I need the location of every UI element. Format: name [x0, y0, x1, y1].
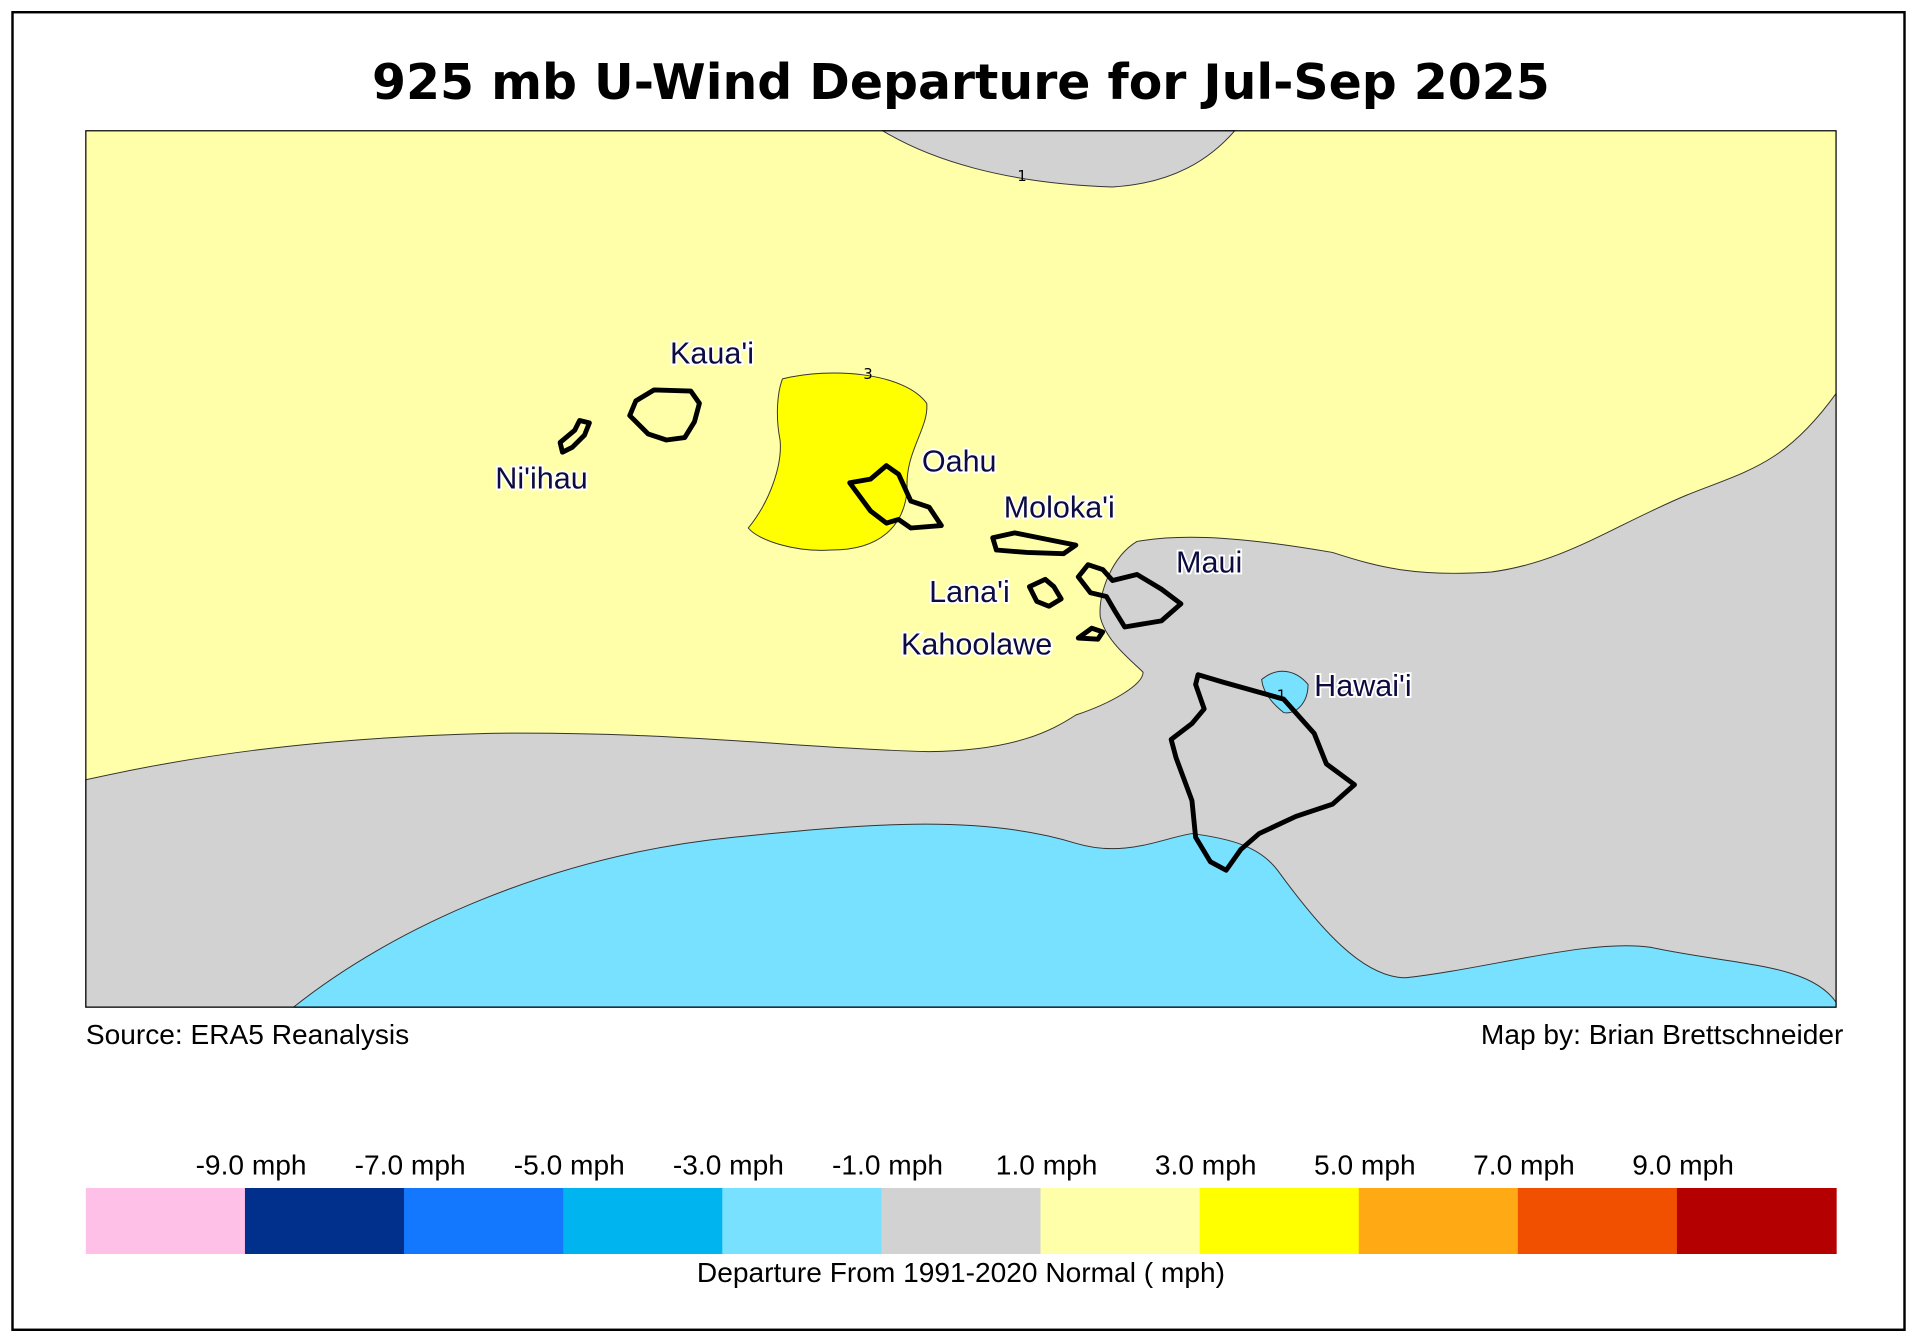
credit-note: Map by: Brian Brettschneider	[1481, 1019, 1843, 1050]
region-cyan	[292, 823, 1837, 1008]
colorbar-swatch	[1517, 1188, 1678, 1254]
island-label: Moloka'i	[1004, 491, 1115, 525]
colorbar-swatch	[244, 1188, 405, 1254]
island-label: Kaua'i	[670, 337, 754, 371]
colorbar-tick-label: -7.0 mph	[355, 1150, 466, 1181]
colorbar-tick-label: -9.0 mph	[196, 1150, 307, 1181]
colorbar: -9.0 mph -7.0 mph -5.0 mph -3.0 mph -1.0 mph…	[85, 1150, 1837, 1254]
island-outline	[557, 418, 592, 455]
island-label: Kahoolawe	[901, 628, 1052, 662]
colorbar-swatch	[563, 1188, 723, 1254]
contour-label: 1	[1017, 168, 1026, 185]
region-gray	[880, 130, 1236, 188]
colorbar-tick-label: 9.0 mph	[1632, 1150, 1734, 1181]
colorbar-label: Departure From 1991-2020 Normal ( mph)	[697, 1257, 1225, 1288]
colorbar-tick-label: 1.0 mph	[996, 1150, 1098, 1181]
colorbar-swatch	[1199, 1188, 1360, 1254]
colorbar-tick-label: -1.0 mph	[832, 1150, 943, 1181]
colorbar-tick-label: 3.0 mph	[1155, 1150, 1257, 1181]
colorbar-swatch	[881, 1188, 1042, 1254]
island-label: Maui	[1176, 546, 1242, 580]
colorbar-swatch	[1358, 1188, 1519, 1254]
map-title: 925 mb U-Wind Departure for Jul-Sep 2025	[372, 54, 1550, 111]
island-label: Lana'i	[929, 575, 1010, 609]
island-outline	[1168, 672, 1357, 873]
contour-label: 3	[863, 366, 872, 383]
island-outline	[627, 387, 702, 443]
region-yellow	[747, 372, 928, 551]
colorbar-tick-label: 5.0 mph	[1314, 1150, 1416, 1181]
colorbar-swatch	[722, 1188, 883, 1254]
island-label: Oahu	[922, 444, 997, 478]
colorbar-swatch	[1676, 1188, 1837, 1254]
colorbar-tick-label: -5.0 mph	[514, 1150, 625, 1181]
island-outline	[1075, 562, 1184, 630]
colorbar-tick-label: -3.0 mph	[673, 1150, 784, 1181]
colorbar-swatch	[85, 1188, 246, 1254]
contour-label: -1	[1271, 688, 1286, 705]
region-gray	[85, 392, 1837, 1008]
colorbar-swatch	[1040, 1188, 1201, 1254]
colorbar-tick-label: 7.0 mph	[1473, 1150, 1575, 1181]
map-panel: Kaua'i Ni'ihau Oahu Moloka'i Maui Lana'i…	[85, 130, 1837, 1008]
island-label: Hawai'i	[1314, 669, 1412, 703]
island-outline	[990, 530, 1079, 557]
map-frame	[85, 130, 1837, 1008]
island-label: Ni'ihau	[495, 461, 587, 495]
island-outline	[1075, 625, 1106, 642]
island-outline	[847, 463, 944, 531]
source-note: Source: ERA5 Reanalysis	[86, 1019, 409, 1050]
island-outline	[1026, 576, 1064, 609]
colorbar-swatch	[404, 1188, 564, 1254]
